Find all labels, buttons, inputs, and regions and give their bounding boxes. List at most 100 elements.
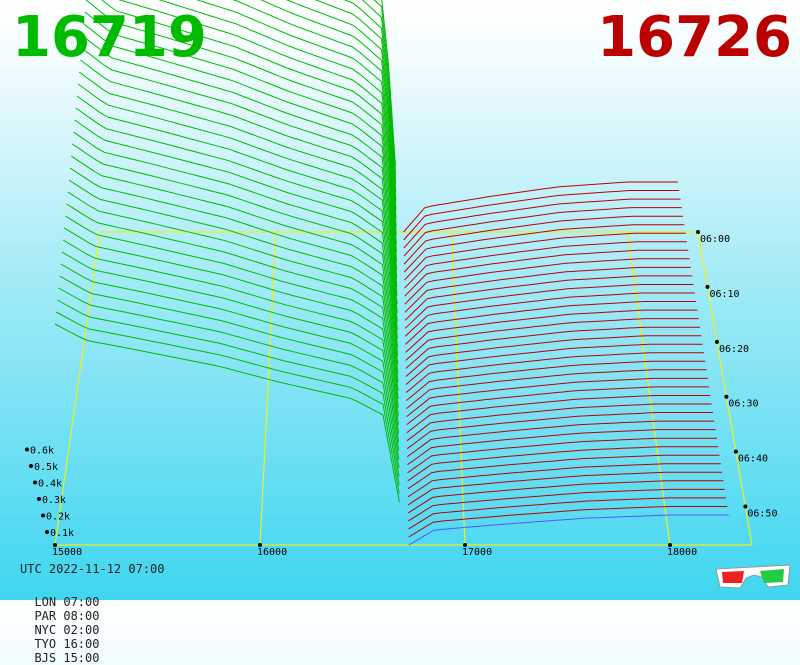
ask-depth-line-10	[407, 429, 716, 466]
ask-depth-line-9	[407, 437, 717, 474]
bid-depth-series	[54, 0, 400, 503]
ask-depth-line-12	[406, 412, 713, 450]
ask-depth-line-11	[407, 420, 715, 458]
clock-nyc: NYC 02:00	[34, 623, 100, 637]
bid-depth-line-11	[67, 191, 399, 408]
ask-depth-line-23	[405, 318, 699, 361]
time-tick-label-3: 06:30	[728, 399, 758, 410]
x-tick-label-0: 15000	[52, 547, 82, 558]
bid-depth-line-25	[83, 23, 398, 288]
z-tick-label-5: 0.6k	[30, 446, 54, 457]
ask-depth-line-26	[404, 292, 695, 337]
ask-depth-line-7	[407, 454, 720, 490]
axis-labels: 15000 16000 17000 18000 0.1k 0.2k 0.3k 0.4k 0.5k…	[25, 230, 777, 558]
ask-depth-line-15	[406, 386, 710, 425]
bid-depth-line-2	[57, 299, 400, 486]
z-tick-2	[37, 497, 41, 501]
time-tick-3	[724, 394, 729, 399]
clock-tyo: TYO 16:00	[34, 637, 100, 651]
bid-depth-line-33	[260, 0, 397, 219]
ask-depth-line-13	[406, 403, 712, 442]
z-tick-5	[25, 447, 29, 452]
z-tick-0	[45, 530, 49, 534]
bid-depth-line-5	[60, 263, 400, 460]
x-tick-1	[258, 543, 262, 547]
ask-depth-line-22	[405, 326, 700, 369]
ask-depth-line-39	[403, 181, 678, 233]
ask-depth-line-14	[406, 395, 711, 433]
time-tick-label-1: 06:10	[709, 289, 739, 300]
ask-depth-line-37	[403, 198, 681, 249]
grid-line-right	[697, 231, 753, 546]
bid-depth-line-32	[232, 0, 397, 227]
time-tick-label-5: 06:50	[747, 509, 777, 520]
z-tick-label-4: 0.5k	[34, 462, 58, 473]
ask-depth-line-2	[408, 497, 726, 530]
bid-depth-line-1	[55, 311, 400, 494]
z-tick-label-0: 0.1k	[50, 528, 74, 539]
time-tick-2	[714, 339, 719, 344]
ask-depth-line-5	[407, 471, 723, 506]
ask-depth-line-30	[404, 258, 690, 305]
bid-depth-line-23	[81, 47, 398, 305]
z-tick-label-2: 0.3k	[42, 495, 66, 506]
bid-depth-line-27	[85, 0, 398, 270]
ask-depth-line-35	[403, 215, 684, 265]
bid-depth-line-36	[343, 0, 397, 193]
ask-depth-line-29	[404, 266, 691, 313]
ask-depth-line-16	[406, 377, 708, 417]
x-tick-label-3: 18000	[667, 547, 697, 558]
bid-depth-line-30	[158, 0, 397, 245]
ask-depth-line-31	[404, 249, 689, 297]
bid-depth-line-0	[54, 323, 400, 503]
ask-depth-line-28	[404, 275, 693, 321]
bid-depth-line-35	[314, 0, 397, 201]
bid-depth-line-7	[62, 239, 400, 443]
clock-bjs: BJS 15:00	[34, 651, 100, 665]
ask-depth-line-18	[406, 360, 706, 401]
bid-depth-line-6	[61, 251, 400, 451]
x-tick-2	[463, 543, 467, 547]
world-clocks: LON 07:00 PAR 08:00 NYC 02:00 TYO 16:00 …	[20, 581, 125, 665]
grid-line-x-3	[627, 231, 671, 546]
z-tick-1	[41, 513, 45, 518]
bid-depth-line-15	[72, 143, 399, 374]
ask-depth-line-1	[408, 506, 728, 538]
depth-chart: 15000 16000 17000 18000 0.1k 0.2k 0.3k 0.4k 0.5k…	[25, 0, 777, 558]
bid-depth-line-13	[69, 167, 399, 391]
x-tick-0	[53, 543, 57, 547]
chart-grid	[54, 231, 753, 546]
time-tick-label-2: 06:20	[719, 344, 749, 355]
bid-depth-line-17	[74, 119, 399, 357]
ask-depth-line-3	[408, 488, 725, 522]
time-tick-5	[743, 504, 748, 509]
x-tick-3	[668, 543, 672, 547]
ask-depth-line-6	[407, 463, 721, 498]
grid-line-x-1	[259, 231, 277, 546]
bid-depth-line-31	[196, 0, 397, 236]
clock-lon: LON 07:00	[34, 595, 100, 609]
bid-depth-line-3	[58, 287, 400, 477]
3d-glasses-icon[interactable]	[714, 561, 792, 589]
ask-price: 16726	[597, 5, 792, 70]
bid-depth-line-22	[80, 59, 398, 313]
time-tick-label-0: 06:00	[700, 234, 730, 245]
ask-depth-series	[403, 181, 729, 546]
ask-depth-line-0	[408, 514, 729, 546]
time-tick-1	[705, 284, 710, 289]
bid-depth-line-38	[373, 0, 397, 176]
ask-depth-line-36	[403, 207, 682, 257]
ask-depth-line-27	[404, 284, 694, 329]
bid-depth-line-20	[77, 83, 398, 331]
bid-depth-line-21	[78, 71, 398, 322]
z-tick-label-3: 0.4k	[38, 479, 62, 490]
bid-depth-line-14	[70, 155, 399, 382]
time-tick-4	[733, 449, 738, 454]
ask-depth-line-17	[406, 369, 707, 409]
ask-depth-line-20	[405, 343, 703, 385]
time-tick-label-4: 06:40	[738, 454, 768, 465]
bid-depth-line-8	[63, 227, 400, 434]
utc-timestamp: UTC 2022-11-12 07:00	[20, 562, 165, 576]
bid-depth-line-16	[73, 131, 399, 365]
grid-line-x-2	[451, 231, 466, 546]
